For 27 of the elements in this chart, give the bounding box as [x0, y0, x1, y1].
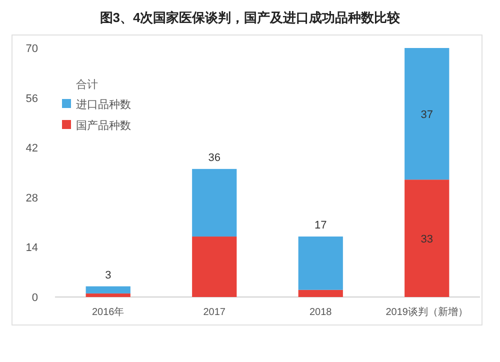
bar — [192, 236, 237, 297]
y-tick-label: 0 — [32, 292, 38, 304]
bar — [86, 293, 130, 297]
y-tick-label: 56 — [26, 92, 38, 105]
bar — [298, 236, 343, 290]
y-tick-label: 28 — [26, 192, 38, 204]
bar — [298, 290, 343, 297]
x-tick-label: 2016年 — [92, 306, 124, 318]
x-tick-label: 2018 — [310, 307, 332, 318]
bar — [86, 286, 130, 294]
legend-label: 进口品种数 — [76, 98, 131, 111]
bar — [404, 48, 450, 180]
y-tick-label: 42 — [26, 142, 38, 155]
chart-title: 图3、4次国家医保谈判，国产及进口成功品种数比较 — [100, 10, 402, 25]
data-label: 33 — [420, 233, 433, 246]
total-label: 17 — [314, 220, 327, 232]
y-tick-label: 70 — [26, 43, 38, 55]
legend-label: 国产品种数 — [76, 119, 131, 132]
bar — [404, 180, 450, 297]
x-tick-label: 2019谈判（新增） — [386, 306, 468, 318]
total-label: 3 — [105, 269, 112, 282]
x-tick-label: 2017 — [203, 307, 226, 318]
legend-title: 合计 — [76, 78, 98, 91]
total-label: 36 — [208, 152, 220, 164]
y-tick-label: 14 — [26, 242, 38, 254]
data-label: 37 — [420, 108, 433, 121]
bar — [192, 168, 237, 237]
